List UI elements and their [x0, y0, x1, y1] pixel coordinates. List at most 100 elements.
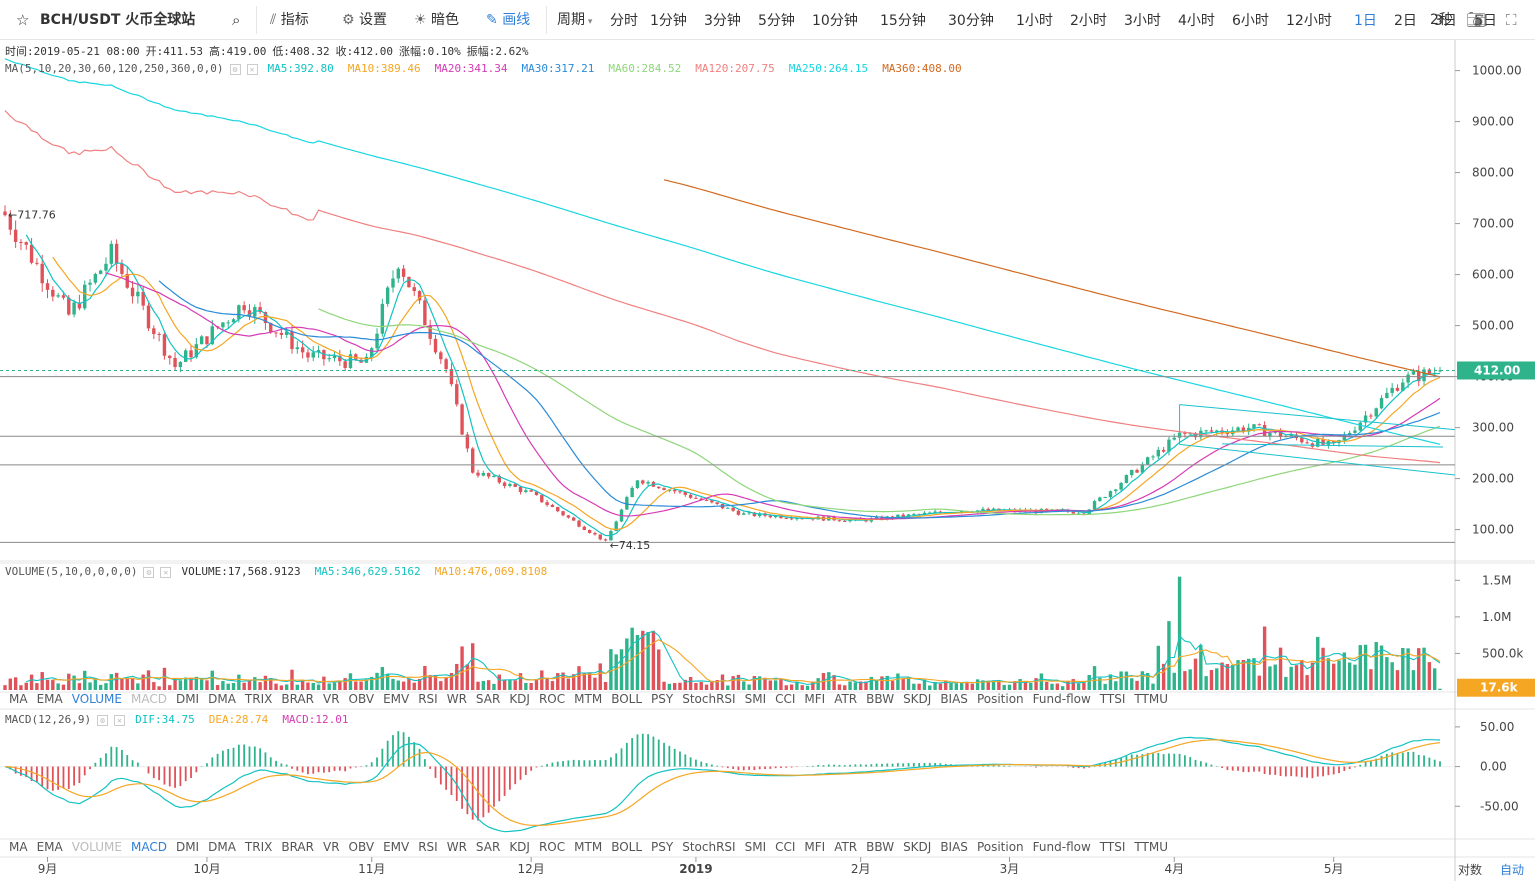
- indicator-tab[interactable]: SKDJ: [903, 840, 932, 854]
- indicator-tab[interactable]: Fund-flow: [1032, 840, 1091, 854]
- indicator-tab[interactable]: StochRSI: [682, 692, 736, 706]
- indicator-tab[interactable]: WR: [446, 692, 467, 706]
- indicator-tab[interactable]: EMV: [383, 840, 410, 854]
- indicator-tab[interactable]: BOLL: [611, 840, 643, 854]
- period-option[interactable]: 6小时: [1232, 13, 1269, 29]
- theme-button[interactable]: ☀ 暗色: [414, 0, 459, 40]
- settings-mini-icon[interactable]: ⚙: [97, 714, 109, 726]
- indicator-tab[interactable]: BOLL: [611, 692, 643, 706]
- indicator-tab[interactable]: SMI: [744, 692, 767, 706]
- indicator-tab[interactable]: MA: [9, 692, 28, 706]
- period-option[interactable]: 1小时: [1016, 13, 1053, 29]
- settings-button[interactable]: ⚙ 设置: [342, 0, 387, 40]
- indicator-tab[interactable]: MA: [9, 840, 28, 854]
- period-option[interactable]: 12小时: [1286, 13, 1332, 29]
- indicator-tab[interactable]: BIAS: [940, 692, 968, 706]
- indicator-tab[interactable]: Position: [976, 692, 1024, 706]
- indicator-tab[interactable]: BBW: [866, 692, 895, 706]
- indicator-tab[interactable]: SAR: [475, 692, 501, 706]
- indicator-tab[interactable]: VOLUME: [71, 840, 122, 854]
- indicator-tab[interactable]: CCI: [775, 692, 796, 706]
- indicator-tab[interactable]: EMA: [36, 840, 63, 854]
- indicator-tab[interactable]: ATR: [834, 692, 858, 706]
- symbol-title[interactable]: BCH/USDT 火币全球站: [40, 12, 196, 28]
- log-scale-toggle[interactable]: 对数: [1458, 862, 1482, 877]
- favorite-star-icon[interactable]: ☆: [16, 11, 30, 29]
- settings-mini-icon[interactable]: ⚙: [143, 566, 155, 578]
- indicator-tab[interactable]: EMA: [36, 692, 63, 706]
- period-option[interactable]: 5分钟: [758, 13, 795, 29]
- indicator-tab[interactable]: BBW: [866, 840, 895, 854]
- indicator-tab[interactable]: MFI: [804, 840, 826, 854]
- indicators-button[interactable]: ⫽ 指标: [270, 0, 309, 40]
- period-option[interactable]: 3分钟: [704, 13, 741, 29]
- indicator-tab[interactable]: EMV: [383, 692, 410, 706]
- indicator-tab[interactable]: KDJ: [509, 840, 530, 854]
- period-option[interactable]: 30分钟: [948, 13, 994, 29]
- period-option[interactable]: 2小时: [1070, 13, 1107, 29]
- fullscreen-icon[interactable]: ⛶: [1506, 11, 1517, 29]
- period-option[interactable]: 3日: [1434, 13, 1457, 29]
- indicator-tab[interactable]: DMI: [175, 692, 200, 706]
- indicator-tab[interactable]: TTSI: [1099, 840, 1126, 854]
- period-option[interactable]: 15分钟: [880, 13, 926, 29]
- indicator-tab[interactable]: SMI: [744, 840, 767, 854]
- indicator-tab[interactable]: TRIX: [244, 692, 273, 706]
- period-option[interactable]: 4小时: [1178, 13, 1215, 29]
- indicator-tab[interactable]: BIAS: [940, 840, 968, 854]
- indicator-tab[interactable]: MFI: [804, 692, 826, 706]
- indicator-tab[interactable]: OBV: [348, 692, 375, 706]
- indicator-tab[interactable]: RSI: [418, 840, 438, 854]
- indicator-tab[interactable]: BRAR: [281, 692, 314, 706]
- macd-histogram: [0, 731, 1455, 821]
- indicator-tab[interactable]: VOLUME: [71, 692, 122, 706]
- close-mini-icon[interactable]: ✕: [160, 566, 172, 578]
- draw-button[interactable]: ✎ 画线: [486, 0, 530, 40]
- indicator-tab[interactable]: PSY: [651, 840, 674, 854]
- indicator-tab[interactable]: DMI: [175, 840, 200, 854]
- period-option[interactable]: 分时: [610, 13, 638, 29]
- indicator-tab[interactable]: VR: [322, 692, 340, 706]
- indicator-tab[interactable]: MTM: [574, 840, 603, 854]
- indicator-tab[interactable]: WR: [446, 840, 467, 854]
- indicator-tab[interactable]: ROC: [538, 692, 566, 706]
- period-option[interactable]: 1分钟: [650, 13, 687, 29]
- indicator-tab[interactable]: TTMU: [1134, 692, 1168, 706]
- period-option[interactable]: 10分钟: [812, 13, 858, 29]
- indicator-tab[interactable]: DMA: [208, 692, 236, 706]
- period-option[interactable]: 3小时: [1124, 13, 1161, 29]
- auto-scale-toggle[interactable]: 自动: [1500, 863, 1524, 877]
- indicator-tab[interactable]: TRIX: [244, 840, 273, 854]
- indicator-tab[interactable]: Position: [976, 840, 1024, 854]
- indicator-tab[interactable]: SAR: [475, 840, 501, 854]
- period-option[interactable]: 2日: [1394, 13, 1417, 29]
- period-option[interactable]: 5日: [1474, 13, 1497, 29]
- indicator-tab[interactable]: MACD: [130, 840, 167, 854]
- indicator-tab[interactable]: BRAR: [281, 840, 314, 854]
- indicator-tab[interactable]: VR: [322, 840, 340, 854]
- indicator-tab[interactable]: SKDJ: [903, 692, 932, 706]
- indicator-tab[interactable]: TTSI: [1099, 692, 1126, 706]
- indicator-tab[interactable]: KDJ: [509, 692, 530, 706]
- search-icon[interactable]: ⌕: [232, 11, 241, 29]
- indicator-tab[interactable]: StochRSI: [682, 840, 736, 854]
- indicator-tab[interactable]: OBV: [348, 840, 375, 854]
- period-dropdown[interactable]: 周期 ▾: [557, 0, 592, 40]
- indicator-tab[interactable]: MTM: [574, 692, 603, 706]
- settings-mini-icon[interactable]: ⚙: [229, 63, 241, 75]
- indicator-tab[interactable]: CCI: [775, 840, 796, 854]
- indicator-tab[interactable]: ROC: [538, 840, 566, 854]
- indicator-tab[interactable]: TTMU: [1134, 840, 1168, 854]
- refresh-interval[interactable]: 2秒: [1430, 12, 1453, 28]
- indicator-tab[interactable]: Fund-flow: [1032, 692, 1091, 706]
- indicator-tab[interactable]: PSY: [651, 692, 674, 706]
- camera-icon[interactable]: 📷︎: [1466, 10, 1487, 29]
- indicator-tab[interactable]: MACD: [130, 692, 167, 706]
- indicator-tab[interactable]: DMA: [208, 840, 236, 854]
- indicator-tab[interactable]: ATR: [834, 840, 858, 854]
- close-mini-icon[interactable]: ✕: [246, 63, 258, 75]
- close-mini-icon[interactable]: ✕: [114, 714, 126, 726]
- period-option[interactable]: 1日: [1354, 13, 1377, 29]
- indicator-tab[interactable]: RSI: [418, 692, 438, 706]
